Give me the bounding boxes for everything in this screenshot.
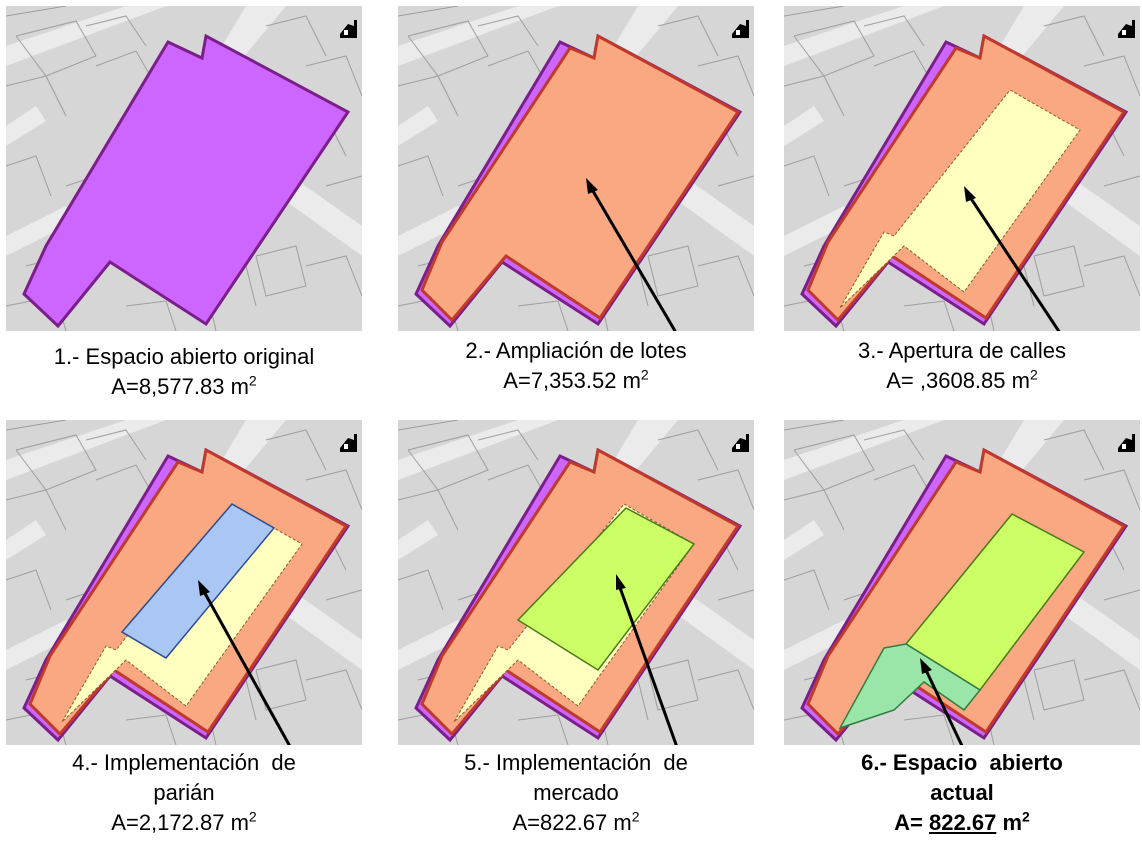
- caption-1: 1.- Espacio abierto original A=8,577.83 …: [0, 342, 374, 402]
- caption-5: 5.- Implementación de mercado A=822.67 m…: [386, 748, 766, 838]
- caption-6-title: 6.- Espacio abierto: [861, 750, 1063, 775]
- map-panel-2: [398, 6, 754, 331]
- caption-4: 4.- Implementación de parián A=2,172.87 …: [0, 748, 374, 838]
- caption-6: 6.- Espacio abierto actual A= 822.67 m2: [772, 748, 1142, 838]
- calles-polygon: [839, 89, 1081, 309]
- caption-4-area: A=2,172.87 m2: [111, 808, 257, 835]
- caption-4-title: 4.- Implementación de: [72, 750, 296, 775]
- caption-5-title: 5.- Implementación de: [464, 750, 688, 775]
- caption-4-subtitle: parián: [153, 780, 215, 805]
- caption-1-area: A=8,577.83 m2: [111, 372, 257, 399]
- parian-polygon: [120, 503, 276, 659]
- caption-5-subtitle: mercado: [533, 780, 619, 805]
- map-3: [784, 6, 1140, 331]
- map-5: [398, 420, 754, 745]
- caption-2-area: A=7,353.52 m2: [503, 366, 649, 393]
- caption-3-title: 3.- Apertura de calles: [858, 338, 1066, 363]
- map-panel-6: [784, 420, 1140, 745]
- map-1: [6, 6, 362, 331]
- map-6: [784, 420, 1140, 745]
- map-panel-1: [6, 6, 362, 331]
- map-4: [6, 420, 362, 745]
- caption-3: 3.- Apertura de calles A= ,3608.85 m2: [772, 336, 1142, 396]
- map-panel-5: [398, 420, 754, 745]
- lotes-polygon: [420, 33, 741, 323]
- map-2: [398, 6, 754, 331]
- caption-6-area: A= 822.67 m2: [894, 808, 1030, 835]
- map-panel-4: [6, 420, 362, 745]
- caption-2-title: 2.- Ampliación de lotes: [465, 338, 687, 363]
- caption-5-area: A=822.67 m2: [512, 808, 640, 835]
- caption-6-subtitle: actual: [930, 780, 994, 805]
- mercado-polygon: [516, 507, 696, 671]
- caption-3-area: A= ,3608.85 m2: [886, 366, 1038, 393]
- actual-space-polygon: [838, 643, 982, 730]
- caption-2: 2.- Ampliación de lotes A=7,353.52 m2: [386, 336, 766, 396]
- original-space-polygon: [22, 33, 351, 329]
- map-panel-3: [784, 6, 1140, 331]
- caption-1-title: 1.- Espacio abierto original: [53, 344, 315, 369]
